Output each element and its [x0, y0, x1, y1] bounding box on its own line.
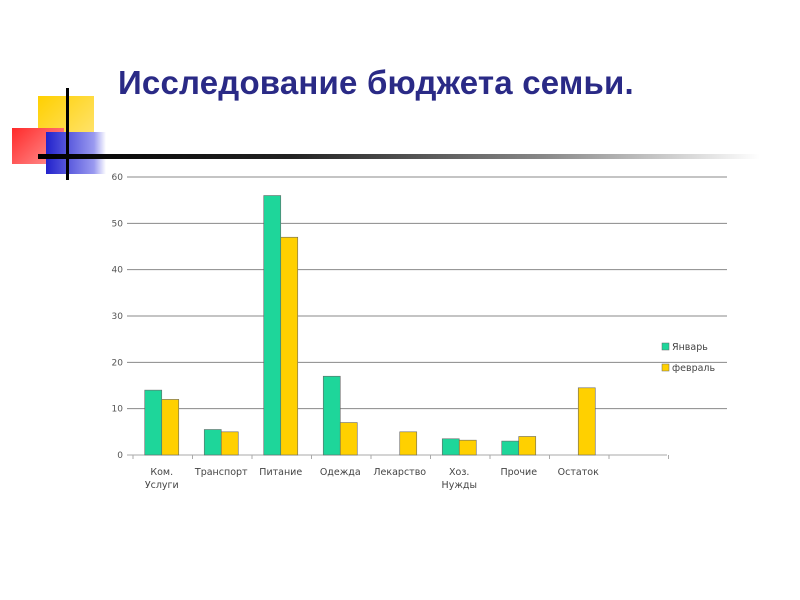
bar-series-2 — [518, 436, 537, 456]
y-tick-label: 20 — [112, 358, 124, 368]
bar-series-1 — [441, 438, 460, 456]
bar-series-1 — [501, 440, 520, 456]
bar-series-1 — [322, 375, 341, 456]
page-title: Исследование бюджета семьи. — [118, 64, 634, 101]
title-divider — [38, 154, 760, 159]
y-tick-label: 50 — [112, 219, 124, 229]
x-tick-label: Прочие — [500, 467, 537, 478]
x-tick-label: Транспорт — [194, 467, 248, 478]
legend-swatch — [661, 342, 670, 351]
y-tick-label: 60 — [112, 173, 124, 183]
bar-series-2 — [399, 431, 418, 456]
y-tick-label: 10 — [112, 405, 124, 415]
bar-series-2 — [280, 236, 299, 456]
x-tick-label: Ком. Услуги — [145, 467, 179, 491]
x-tick-label: Питание — [259, 467, 302, 478]
bar-series-2 — [458, 439, 477, 456]
bar-series-1 — [263, 195, 282, 456]
decor-blue-square — [46, 132, 106, 174]
bar-series-1 — [203, 429, 222, 456]
x-tick-label: Лекарство — [373, 467, 426, 478]
x-tick-label: Хоз. Нужды — [442, 467, 477, 491]
bar-series-2 — [220, 431, 239, 456]
bar-series-2 — [339, 422, 358, 456]
x-tick-label: Остаток — [558, 467, 599, 478]
y-tick-label: 30 — [112, 312, 124, 322]
x-tick-label: Одежда — [320, 467, 361, 478]
decor-vertical-line — [66, 88, 69, 180]
bar-series-2 — [577, 387, 596, 456]
legend-label: февраль — [672, 363, 715, 374]
bar-series-2 — [161, 399, 180, 456]
bar-series-1 — [144, 389, 163, 456]
legend-swatch — [661, 363, 670, 372]
y-tick-label: 0 — [117, 451, 123, 461]
legend-label: Январь — [672, 342, 708, 353]
y-tick-label: 40 — [112, 266, 124, 276]
